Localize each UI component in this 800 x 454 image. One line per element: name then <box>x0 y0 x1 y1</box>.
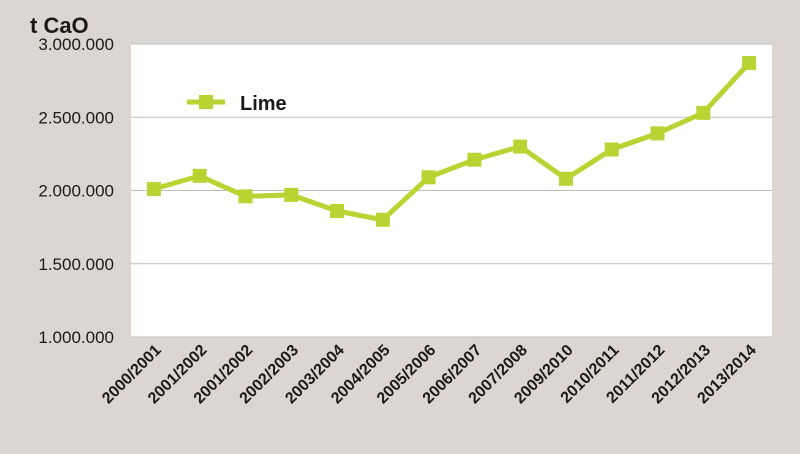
data-point <box>330 204 345 219</box>
y-unit-label: t CaO <box>30 13 89 38</box>
data-point <box>284 187 299 202</box>
data-point <box>650 126 665 141</box>
y-tick-label: 2.000.000 <box>38 182 114 201</box>
legend: Lime <box>187 93 287 115</box>
series-group <box>146 56 757 227</box>
y-tick-label: 1.500.000 <box>38 255 114 274</box>
data-point <box>604 142 619 157</box>
y-axis: 1.000.000 1.500.000 2.000.000 2.500.000 3.00… <box>38 35 114 347</box>
data-point <box>467 152 482 167</box>
data-point <box>192 168 207 183</box>
x-axis: 2000/20012001/20022001/20022002/20032003… <box>99 342 760 408</box>
y-tick-label: 1.000.000 <box>38 328 114 347</box>
y-tick-label: 3.000.000 <box>38 35 114 54</box>
data-point <box>421 170 436 185</box>
data-point <box>375 212 390 227</box>
legend-marker <box>199 95 213 109</box>
series-line <box>151 60 752 223</box>
data-point <box>238 189 253 204</box>
data-point <box>146 182 161 197</box>
y-tick-label: 2.500.000 <box>38 108 114 127</box>
gridlines <box>131 43 772 338</box>
data-point <box>696 105 711 120</box>
data-point <box>513 139 528 154</box>
data-point <box>742 56 757 71</box>
legend-label: Lime <box>240 93 287 115</box>
data-point <box>558 171 573 186</box>
